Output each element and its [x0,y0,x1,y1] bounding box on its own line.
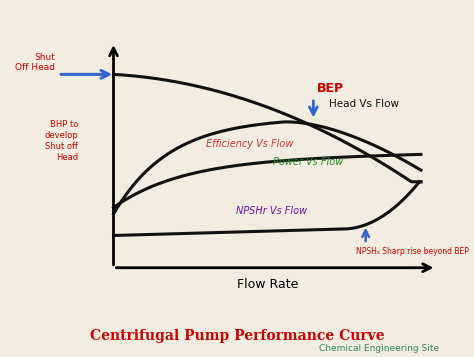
Text: Efficiency Vs Flow: Efficiency Vs Flow [206,140,293,150]
Text: BHP to
develop
Shut off
Head: BHP to develop Shut off Head [45,120,78,162]
Text: Flow Rate: Flow Rate [237,278,298,291]
Text: NPSHₐ Sharp rise beyond BEP: NPSHₐ Sharp rise beyond BEP [356,247,469,256]
Text: Head Vs Flow: Head Vs Flow [329,99,399,109]
Text: Shut
Off Head: Shut Off Head [15,53,55,72]
Text: Centrifugal Pump Performance Curve: Centrifugal Pump Performance Curve [90,328,384,343]
Text: Chemical Engineering Site: Chemical Engineering Site [319,345,439,353]
Text: Power Vs Flow: Power Vs Flow [273,157,344,167]
Text: BEP: BEP [317,81,344,95]
Text: NPSHr Vs Flow: NPSHr Vs Flow [237,206,308,216]
